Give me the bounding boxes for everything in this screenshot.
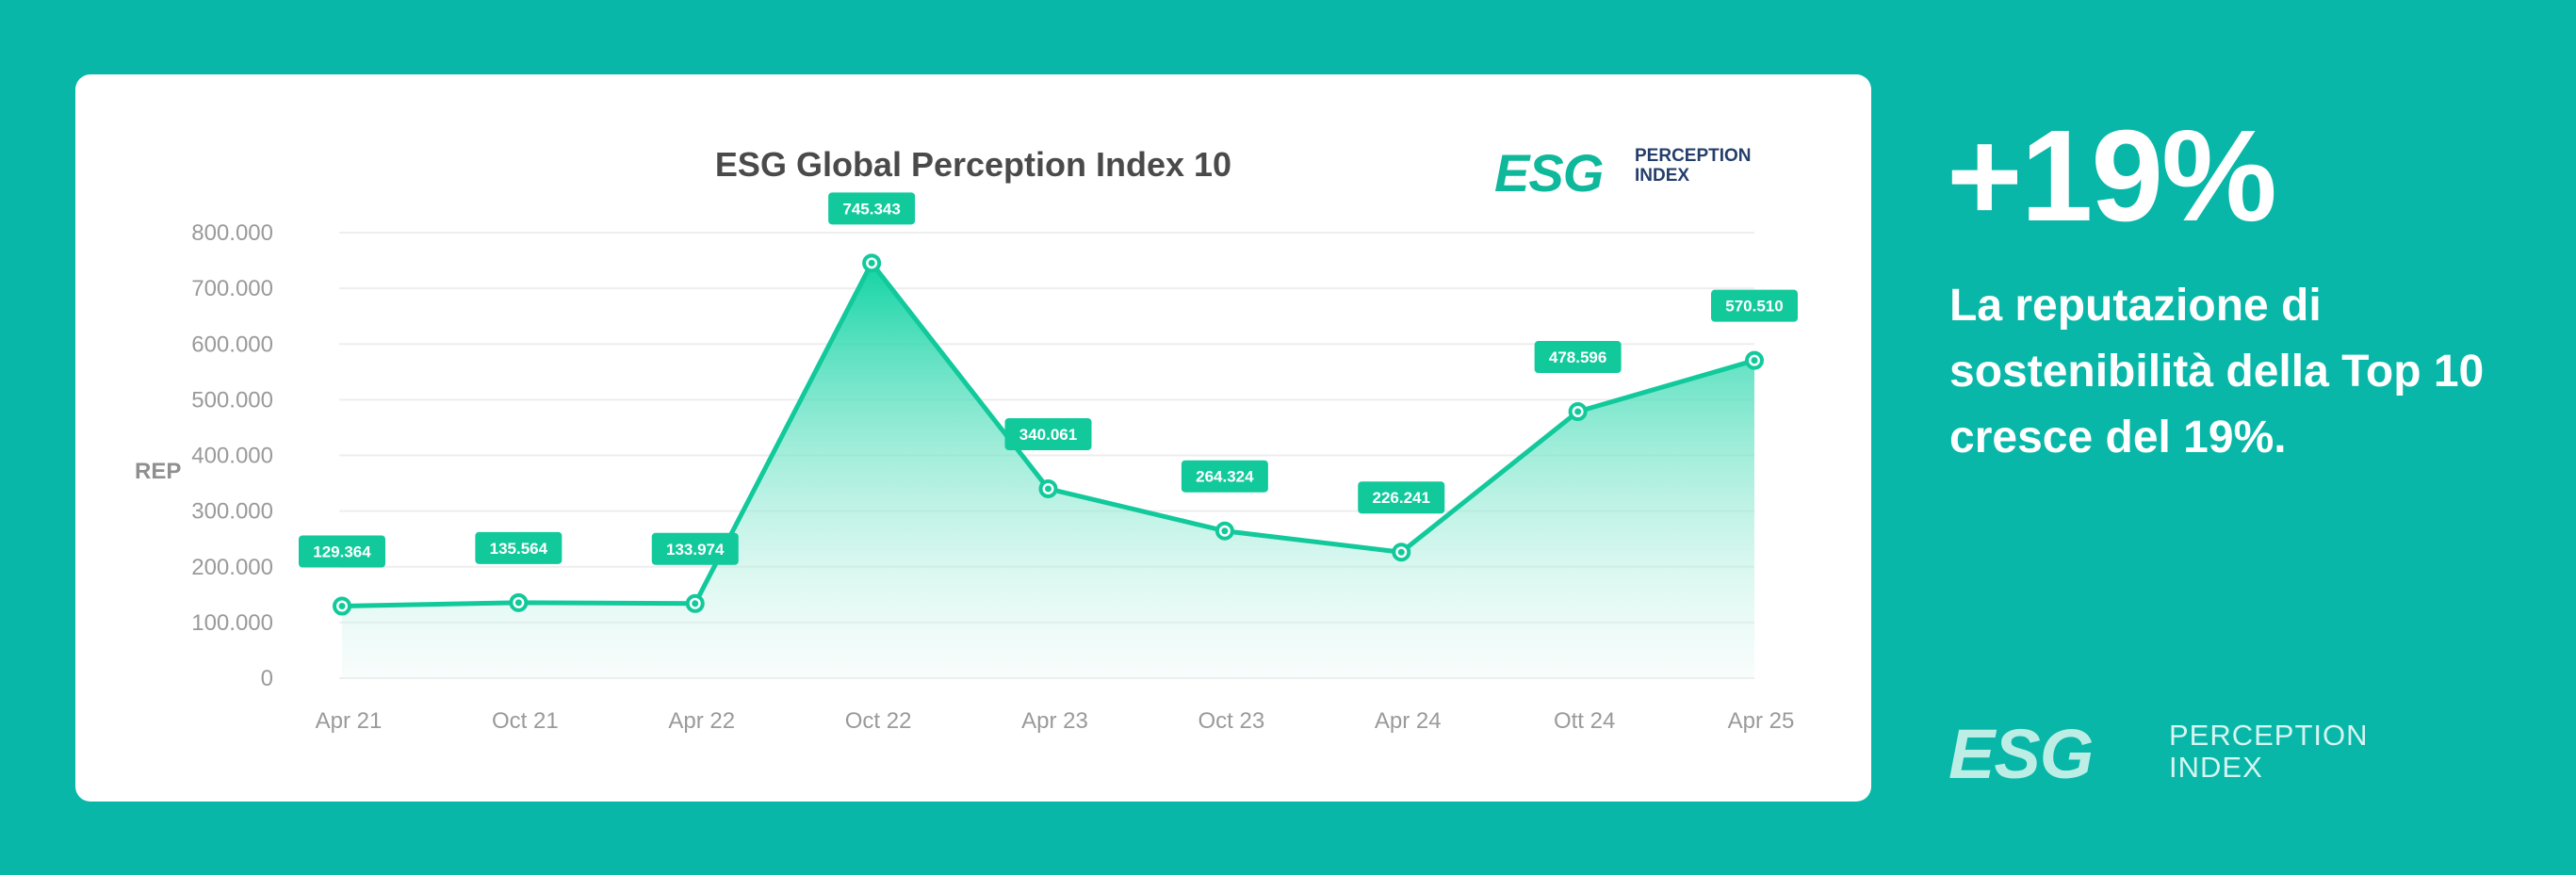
chart-title: ESG Global Perception Index 10	[715, 145, 1231, 184]
headline-text: La reputazione di sostenibilità della To…	[1949, 281, 2485, 462]
x-tick-label: Oct 21	[492, 708, 559, 734]
x-tick-label: Apr 25	[1728, 708, 1795, 734]
data-label: 570.510	[1725, 298, 1783, 316]
logo-wordmark-large: PERCEPTION INDEX	[2169, 720, 2369, 784]
data-label-badge	[1004, 417, 1092, 450]
growth-percentage: +19%	[1947, 104, 2277, 249]
logo-wordmark: PERCEPTION INDEX	[1635, 146, 1752, 186]
data-labels: 129.364 135.564 133.974 745.343 340.061 264.3…	[299, 192, 1798, 568]
data-label-badge	[475, 531, 562, 564]
esg-logo-large: ESG PERCEPTION INDEX	[1948, 718, 2382, 786]
y-tick-label: 600.000	[191, 332, 273, 357]
data-label-badge	[1711, 289, 1798, 322]
data-label: 129.364	[313, 543, 371, 561]
data-point-dot	[868, 259, 875, 267]
area-fill	[342, 263, 1754, 678]
data-label-badge	[1181, 460, 1268, 493]
y-tick-label: 400.000	[191, 444, 273, 469]
data-point-dot	[1751, 357, 1758, 365]
chart-card: ESG Global Perception Index 10 REP 0 100.…	[75, 74, 1871, 802]
data-label: 478.596	[1549, 348, 1606, 366]
data-label: 135.564	[490, 540, 548, 558]
data-point-dot	[514, 599, 522, 607]
data-label: 133.974	[666, 541, 725, 559]
data-label-badge	[299, 535, 385, 568]
esg-logo-mark: ESG	[1494, 143, 1604, 199]
y-axis-label: REP	[135, 459, 181, 484]
logo-line1: PERCEPTION	[1635, 146, 1752, 166]
data-point-dot	[1397, 548, 1405, 556]
y-tick-label: 200.000	[191, 555, 273, 580]
data-points	[333, 253, 1764, 616]
x-tick-label: Apr 24	[1375, 708, 1442, 734]
x-tick-label: Apr 22	[668, 708, 735, 734]
data-label-badge	[1358, 481, 1445, 514]
x-tick-label: Oct 22	[845, 708, 912, 734]
x-tick-label: Apr 23	[1021, 708, 1088, 734]
y-axis-ticks: 0 100.000 200.000 300.000 400.000 500.000 600.…	[191, 220, 273, 691]
data-label-badge	[651, 532, 739, 565]
logo-line2-large: INDEX	[2169, 751, 2263, 784]
y-tick-label: 0	[261, 666, 273, 691]
data-label: 226.241	[1373, 489, 1430, 507]
data-label: 340.061	[1019, 426, 1077, 444]
esg-logo-mark-large: ESG	[1948, 718, 2094, 786]
data-point-dot	[1574, 408, 1582, 415]
data-point-dot	[1221, 527, 1229, 535]
data-point-dot	[692, 600, 699, 608]
y-tick-label: 800.000	[191, 220, 273, 246]
y-tick-label: 100.000	[191, 610, 273, 636]
x-tick-label: Ott 24	[1554, 708, 1615, 734]
data-label-badge	[1534, 341, 1622, 374]
logo-line1-large: PERCEPTION	[2169, 719, 2369, 752]
x-axis-ticks: Apr 21 Oct 21 Apr 22 Oct 22 Apr 23 Oct 23 Apr …	[316, 708, 1795, 734]
chart: ESG Global Perception Index 10 REP 0 100.…	[135, 145, 1798, 734]
esg-logo-small: ESG PERCEPTION INDEX	[1492, 142, 1766, 199]
y-tick-label: 700.000	[191, 276, 273, 301]
y-tick-label: 300.000	[191, 499, 273, 525]
data-point-dot	[1045, 485, 1052, 493]
logo-line2: INDEX	[1635, 166, 1690, 186]
data-label: 745.343	[842, 200, 900, 218]
esg-letters: ESG	[1494, 143, 1603, 199]
data-point-dot	[338, 603, 346, 610]
y-tick-label: 500.000	[191, 387, 273, 413]
x-tick-label: Apr 21	[316, 708, 383, 734]
x-tick-label: Oct 23	[1198, 708, 1265, 734]
data-label: 264.324	[1196, 468, 1254, 486]
esg-letters-large: ESG	[1948, 718, 2093, 786]
data-label-badge	[828, 192, 916, 225]
